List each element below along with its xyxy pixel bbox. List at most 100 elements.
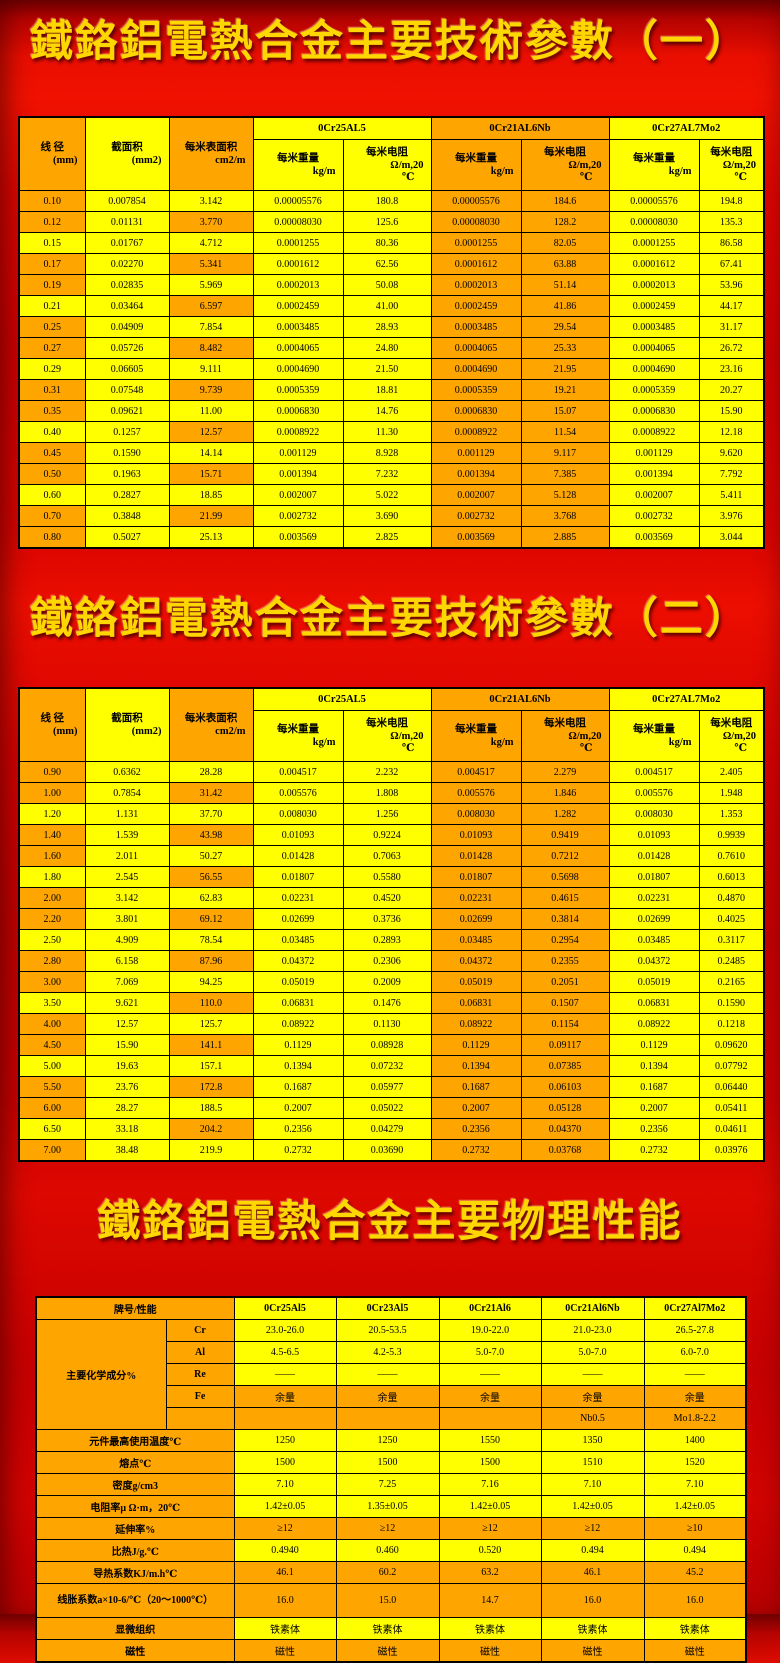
table-row: 1.60 2.011 50.27 0.01428 0.7063 0.01428 0.7212… <box>18 845 765 867</box>
header-text-line: Ω/m,20 <box>568 731 602 742</box>
data-cell: 0.002732 <box>252 505 344 527</box>
col-header-weight-per-meter: 每米重量 kg/m <box>252 710 344 762</box>
header-text-line: 线 径 <box>40 713 65 724</box>
data-cell: 0.2732 <box>430 1139 522 1162</box>
data-cell: 0.01807 <box>252 866 344 888</box>
tech-params-table-1: 线 径 (mm) 截面积 (mm2) 每米表面积 cm2/m 0Cr25AL5 0Cr21AL… <box>18 116 766 549</box>
data-cell: 铁素体 <box>335 1617 440 1640</box>
property-row: 密度g/cm3 7.10 7.25 7.16 7.10 7.10 <box>35 1473 747 1496</box>
data-cell: 128.2 <box>520 211 610 233</box>
data-cell: 0.0004690 <box>252 358 344 380</box>
data-cell: 26.5-27.8 <box>643 1319 747 1342</box>
data-cell: 1.42±0.05 <box>540 1495 645 1518</box>
data-cell: —— <box>233 1363 337 1386</box>
data-cell: 0.2827 <box>84 484 170 506</box>
data-cell: 0.08928 <box>342 1034 432 1056</box>
data-cell: 0.3117 <box>698 929 765 951</box>
header-text-line: 截面积 <box>111 142 143 153</box>
data-cell: 3.044 <box>698 526 765 549</box>
data-cell: 188.5 <box>168 1097 254 1119</box>
data-cell: 0.002007 <box>608 484 700 506</box>
data-cell <box>438 1407 542 1430</box>
data-cell: 0.05019 <box>430 971 522 993</box>
data-cell: 38.48 <box>84 1139 170 1162</box>
col-header-surface-area: 每米表面积 cm2/m <box>168 116 254 191</box>
data-cell: 56.55 <box>168 866 254 888</box>
data-cell: 24.80 <box>342 337 432 359</box>
data-cell: 6.50 <box>18 1118 86 1140</box>
table-row: 0.45 0.1590 14.14 0.001129 8.928 0.001129 9.11… <box>18 442 765 464</box>
table-row: 0.27 0.05726 8.482 0.0004065 24.80 0.0004065 2… <box>18 337 765 359</box>
header-text-line: 每米重量 <box>455 153 497 164</box>
data-cell: ≥12 <box>335 1517 440 1540</box>
data-cell: 0.7854 <box>84 782 170 804</box>
data-cell: 余量 <box>438 1385 542 1408</box>
alloy-group-header: 0Cr21AL6Nb <box>430 687 610 711</box>
data-cell: 0.06831 <box>608 992 700 1014</box>
header-text-line: 每米电阻 <box>366 718 408 729</box>
data-cell: 0.08922 <box>430 1013 522 1035</box>
property-label: 延伸率% <box>35 1517 235 1540</box>
data-cell: 0.2009 <box>342 971 432 993</box>
data-cell: 0.02699 <box>252 908 344 930</box>
data-cell: 0.02270 <box>84 253 170 275</box>
data-cell: 0.9939 <box>698 824 765 846</box>
data-cell: 3.142 <box>84 887 170 909</box>
data-cell: 0.0001612 <box>430 253 522 275</box>
data-cell: 125.7 <box>168 1013 254 1035</box>
data-cell: 0.01093 <box>252 824 344 846</box>
data-cell: 21.50 <box>342 358 432 380</box>
data-cell: 磁性 <box>540 1639 645 1663</box>
data-cell: 0.1218 <box>698 1013 765 1035</box>
data-cell: 0.90 <box>18 761 86 783</box>
data-cell: 0.40 <box>18 421 86 443</box>
header-text-line: kg/m <box>490 737 514 748</box>
data-cell: 0.3848 <box>84 505 170 527</box>
data-cell: 4.2-5.3 <box>335 1341 440 1364</box>
data-cell: 0.0003485 <box>608 316 700 338</box>
data-cell: 0.01093 <box>430 824 522 846</box>
data-cell <box>335 1407 440 1430</box>
data-cell: 16.0 <box>643 1583 747 1618</box>
col-header-weight-per-meter: 每米重量 kg/m <box>608 139 700 191</box>
data-cell: 7.10 <box>233 1473 337 1496</box>
property-row: 磁性 磁性 磁性 磁性 磁性 磁性 <box>35 1639 747 1663</box>
data-cell: 0.2007 <box>608 1097 700 1119</box>
table-row: 5.00 19.63 157.1 0.1394 0.07232 0.1394 0.07385… <box>18 1055 765 1077</box>
data-cell: 1.40 <box>18 824 86 846</box>
data-cell: 0.1129 <box>430 1034 522 1056</box>
data-cell: 0.2485 <box>698 950 765 972</box>
data-cell: 0.0002013 <box>430 274 522 296</box>
data-cell: 0.0006830 <box>252 400 344 422</box>
data-cell: 6.0-7.0 <box>643 1341 747 1364</box>
data-cell: ≥12 <box>233 1517 337 1540</box>
table-row: 2.20 3.801 69.12 0.02699 0.3736 0.02699 0.3814… <box>18 908 765 930</box>
data-cell: 12.57 <box>84 1013 170 1035</box>
data-cell: 0.07792 <box>698 1055 765 1077</box>
data-cell: 0.0003485 <box>252 316 344 338</box>
data-cell: 1350 <box>540 1429 645 1452</box>
data-cell: 46.1 <box>233 1561 337 1584</box>
data-cell: 0.008030 <box>252 803 344 825</box>
data-cell: 0.05019 <box>252 971 344 993</box>
data-cell: 0.001129 <box>430 442 522 464</box>
data-cell: 31.17 <box>698 316 765 338</box>
data-cell: 1.846 <box>520 782 610 804</box>
data-cell: 1.35±0.05 <box>335 1495 440 1518</box>
data-cell: 0.04279 <box>342 1118 432 1140</box>
data-cell: 11.30 <box>342 421 432 443</box>
header-text-line: 每米重量 <box>633 153 676 164</box>
tech-table-body: 0.10 0.007854 3.142 0.00005576 180.8 0.000055… <box>18 190 765 549</box>
data-cell: 0.1129 <box>252 1034 344 1056</box>
data-cell: 14.7 <box>438 1583 542 1618</box>
data-cell: 0.0001612 <box>252 253 344 275</box>
data-cell: 0.2007 <box>252 1097 344 1119</box>
data-cell: 9.117 <box>520 442 610 464</box>
data-cell: 0.4870 <box>698 887 765 909</box>
data-cell: 6.158 <box>84 950 170 972</box>
data-cell: 0.01428 <box>252 845 344 867</box>
header-text-line: 每米电阻 <box>710 718 753 729</box>
data-cell: 0.19 <box>18 274 86 296</box>
header-sub-row: 每米重量 kg/m 每米电阻 Ω/m,20 ℃ 每米重量 kg/m 每米电阻 Ω/m,20 ℃ 每米… <box>19 710 765 762</box>
data-cell: 0.09620 <box>698 1034 765 1056</box>
